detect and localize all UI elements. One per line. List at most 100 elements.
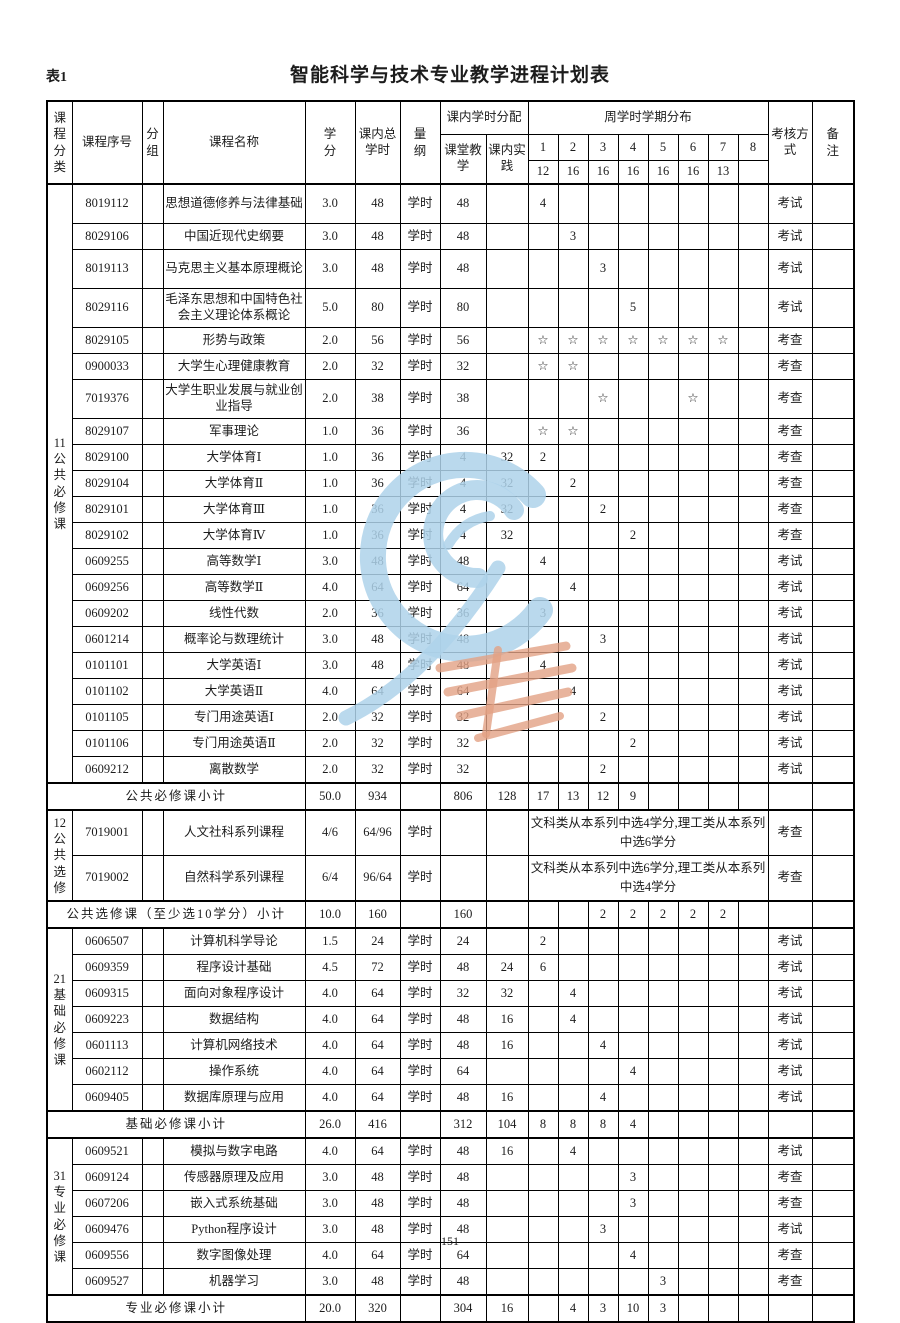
unit-cell: 学时 bbox=[399, 327, 441, 354]
course-id-cell: 7019001 bbox=[71, 809, 143, 856]
unit-cell: 学时 bbox=[399, 626, 441, 653]
header-semester-number: 2 bbox=[557, 134, 589, 161]
semester-hours-cell bbox=[737, 1294, 769, 1323]
unit-cell: 学时 bbox=[399, 855, 441, 902]
total-hours-cell: 160 bbox=[354, 900, 401, 929]
course-id-cell: 8029106 bbox=[71, 223, 143, 250]
semester-hours-cell bbox=[707, 1110, 739, 1139]
classroom-teaching-cell bbox=[439, 855, 487, 902]
semester-hours-cell bbox=[587, 183, 619, 224]
exam-method-cell: 考试 bbox=[767, 730, 813, 757]
semester-hours-cell bbox=[557, 522, 589, 549]
exam-method-cell: 考试 bbox=[767, 756, 813, 784]
semester-hours-cell bbox=[677, 418, 709, 445]
course-id-cell: 0101102 bbox=[71, 678, 143, 705]
unit-cell: 学时 bbox=[399, 1268, 441, 1296]
semester-hours-cell bbox=[677, 756, 709, 784]
semester-hours-cell bbox=[677, 288, 709, 328]
semester-hours-cell bbox=[737, 223, 769, 250]
header-exam-method: 考核方式 bbox=[767, 100, 813, 185]
credits-cell: 3.0 bbox=[304, 223, 356, 250]
semester-hours-cell: 2 bbox=[617, 900, 649, 929]
header-inclass-practice: 课内实践 bbox=[485, 134, 529, 185]
notes-cell bbox=[811, 418, 855, 445]
credits-cell: 1.0 bbox=[304, 496, 356, 523]
course-name-cell: 模拟与数字电路 bbox=[162, 1137, 306, 1165]
course-name-cell: 大学生职业发展与就业创业指导 bbox=[162, 379, 306, 419]
unit-cell: 学时 bbox=[399, 288, 441, 328]
semester-hours-cell bbox=[527, 1268, 559, 1296]
course-name-cell: 计算机科学导论 bbox=[162, 927, 306, 955]
inclass-practice-cell bbox=[485, 574, 529, 601]
inclass-practice-cell: 24 bbox=[485, 954, 529, 981]
unit-cell: 学时 bbox=[399, 652, 441, 679]
course-name-cell: 军事理论 bbox=[162, 418, 306, 445]
semester-hours-cell bbox=[557, 288, 589, 328]
course-name-cell: 数据结构 bbox=[162, 1006, 306, 1033]
course-name-cell: 大学体育Ⅲ bbox=[162, 496, 306, 523]
course-id-cell: 8029105 bbox=[71, 327, 143, 354]
semester-hours-cell bbox=[527, 574, 559, 601]
credits-cell: 2.0 bbox=[304, 327, 356, 354]
unit-cell: 学时 bbox=[399, 1164, 441, 1191]
group-cell bbox=[141, 470, 164, 497]
classroom-teaching-cell: 36 bbox=[439, 418, 487, 445]
semester-hours-cell bbox=[617, 1268, 649, 1296]
course-row: 8029104 大学体育Ⅱ 1.0 36 学时 4 32 2 考查 bbox=[47, 470, 855, 497]
semester-hours-cell bbox=[647, 1137, 679, 1165]
unit-cell: 学时 bbox=[399, 809, 441, 856]
notes-cell bbox=[811, 1268, 855, 1296]
course-row: 0609212 离散数学 2.0 32 学时 32 2 考试 bbox=[47, 756, 855, 784]
semester-hours-cell bbox=[677, 678, 709, 705]
course-row: 11公共必修课 8019112 思想道德修养与法律基础 3.0 48 学时 48 4 考试 bbox=[46, 183, 855, 784]
semester-hours-cell bbox=[617, 980, 649, 1007]
header-semester-weeks: 16 bbox=[617, 160, 649, 185]
group-cell bbox=[141, 1268, 164, 1296]
total-hours-cell: 32 bbox=[354, 756, 401, 784]
course-row: 0601214 概率论与数理统计 3.0 48 学时 48 3 考试 bbox=[47, 626, 855, 653]
inclass-practice-cell bbox=[485, 183, 529, 224]
semester-hours-cell bbox=[677, 183, 709, 224]
semester-hours-cell bbox=[617, 183, 649, 224]
course-row: 7019376 大学生职业发展与就业创业指导 2.0 38 学时 38 ☆ ☆ 考查 bbox=[47, 379, 855, 419]
classroom-teaching-cell: 48 bbox=[439, 1006, 487, 1033]
inclass-practice-cell bbox=[485, 249, 529, 289]
semester-hours-cell bbox=[647, 418, 679, 445]
group-cell bbox=[141, 1137, 164, 1165]
course-id-cell: 0609124 bbox=[71, 1164, 143, 1191]
inclass-practice-cell: 16 bbox=[485, 1032, 529, 1059]
classroom-teaching-cell: 36 bbox=[439, 600, 487, 627]
course-id-cell: 0900033 bbox=[71, 353, 143, 380]
subtotal-row: 基础必修课小计 26.0 416 312 104 8 8 8 4 bbox=[46, 1110, 855, 1139]
semester-hours-cell bbox=[737, 418, 769, 445]
semester-hours-cell bbox=[617, 704, 649, 731]
inclass-practice-cell bbox=[485, 756, 529, 784]
course-id-cell: 0101105 bbox=[71, 704, 143, 731]
total-hours-cell: 64/96 bbox=[354, 809, 401, 856]
subtotal-label-cell: 专业必修课小计 bbox=[46, 1294, 306, 1323]
semester-hours-cell: ☆ bbox=[557, 353, 589, 380]
classroom-teaching-cell: 48 bbox=[439, 1216, 487, 1243]
semester-hours-cell: 2 bbox=[557, 470, 589, 497]
unit-cell: 学时 bbox=[399, 730, 441, 757]
inclass-practice-cell bbox=[485, 678, 529, 705]
classroom-teaching-cell: 38 bbox=[439, 379, 487, 419]
exam-method-cell: 考查 bbox=[767, 327, 813, 354]
credits-cell: 3.0 bbox=[304, 183, 356, 224]
exam-method-cell: 考试 bbox=[767, 1058, 813, 1085]
semester-hours-cell bbox=[587, 470, 619, 497]
header-credits: 学分 bbox=[304, 100, 356, 185]
classroom-teaching-cell: 48 bbox=[439, 223, 487, 250]
credits-cell: 4/6 bbox=[304, 809, 356, 856]
semester-hours-cell bbox=[677, 1294, 709, 1323]
semester-hours-cell bbox=[707, 730, 739, 757]
subtotal-label-cell: 公共选修课（至少选10学分）小计 bbox=[46, 900, 306, 929]
classroom-teaching-cell: 48 bbox=[439, 183, 487, 224]
inclass-practice-cell bbox=[485, 1216, 529, 1243]
semester-hours-cell bbox=[677, 730, 709, 757]
semester-hours-cell bbox=[617, 1032, 649, 1059]
group-cell bbox=[141, 249, 164, 289]
semester-hours-cell bbox=[737, 444, 769, 471]
course-row: 0609476 Python程序设计 3.0 48 学时 48 3 考试 bbox=[47, 1216, 855, 1243]
group-cell bbox=[141, 379, 164, 419]
